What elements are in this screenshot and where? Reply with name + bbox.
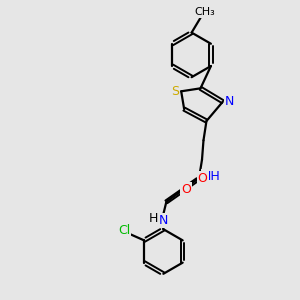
Text: H: H <box>149 212 158 225</box>
Text: N: N <box>159 214 168 227</box>
Text: Cl: Cl <box>118 224 130 237</box>
Text: CH₃: CH₃ <box>195 8 215 17</box>
Text: S: S <box>171 85 179 98</box>
Text: O: O <box>198 172 208 184</box>
Text: N: N <box>225 95 234 108</box>
Text: NH: NH <box>202 170 221 183</box>
Text: O: O <box>181 184 191 196</box>
